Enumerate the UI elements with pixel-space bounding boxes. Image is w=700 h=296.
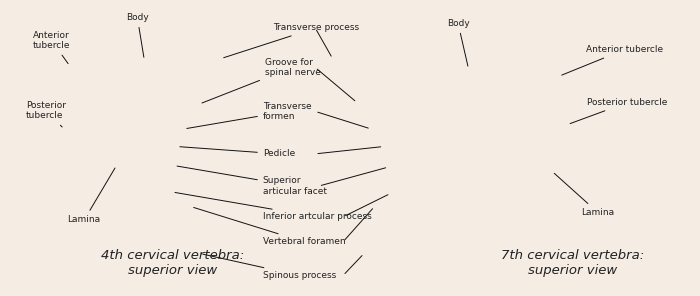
Text: Lamina: Lamina — [554, 173, 615, 217]
Text: 4th cervical vertebra:
superior view: 4th cervical vertebra: superior view — [101, 249, 244, 277]
Text: 7th cervical vertebra:
superior view: 7th cervical vertebra: superior view — [501, 249, 645, 277]
Text: Inferior artcular process: Inferior artcular process — [175, 192, 372, 221]
Text: Posterior tubercle: Posterior tubercle — [570, 98, 667, 124]
Text: Groove for
spinal nerve: Groove for spinal nerve — [202, 58, 321, 103]
Text: Pedicle: Pedicle — [180, 147, 295, 158]
Text: Spinous process: Spinous process — [203, 254, 336, 280]
Text: Superior
articular facet: Superior articular facet — [177, 166, 327, 196]
Text: Transverse process: Transverse process — [224, 23, 359, 58]
Text: Body: Body — [447, 19, 470, 66]
Text: Anterior
tubercle: Anterior tubercle — [33, 31, 70, 64]
Text: Posterior
tubercle: Posterior tubercle — [26, 101, 66, 127]
Text: Transverse
formen: Transverse formen — [187, 102, 312, 128]
Text: Body: Body — [126, 13, 148, 57]
Text: Vertebral foramen: Vertebral foramen — [194, 207, 346, 246]
Text: Lamina: Lamina — [68, 168, 115, 224]
Text: Anterior tubercle: Anterior tubercle — [561, 45, 663, 75]
